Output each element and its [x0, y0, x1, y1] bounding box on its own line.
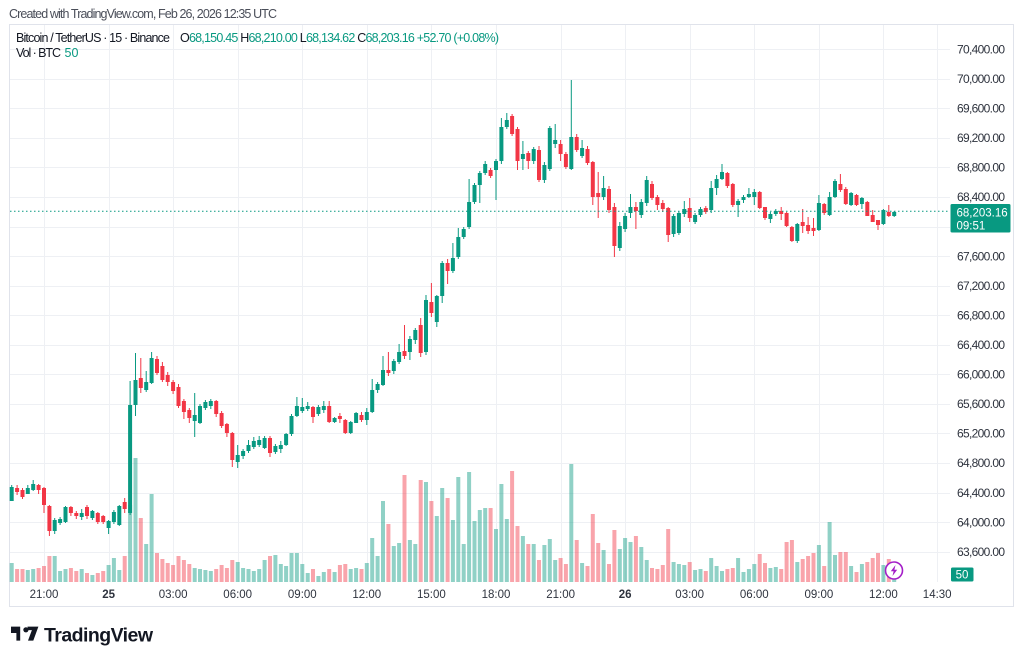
svg-text:25: 25 — [102, 589, 115, 601]
svg-text:21:00: 21:00 — [546, 589, 575, 601]
svg-text:15:00: 15:00 — [417, 589, 446, 601]
svg-text:69,600.00: 69,600.00 — [957, 102, 1005, 116]
svg-text:06:00: 06:00 — [223, 589, 252, 601]
svg-text:64,800.00: 64,800.00 — [957, 456, 1005, 470]
svg-text:21:00: 21:00 — [30, 589, 59, 601]
svg-text:66,800.00: 66,800.00 — [957, 308, 1005, 322]
svg-text:18:00: 18:00 — [482, 589, 511, 601]
svg-text:50: 50 — [65, 46, 79, 60]
svg-text:64,000.00: 64,000.00 — [957, 515, 1005, 529]
svg-text:68,800.00: 68,800.00 — [957, 161, 1005, 175]
svg-text:Bitcoin / TetherUS · 15 · Bina: Bitcoin / TetherUS · 15 · Binance — [16, 31, 170, 45]
svg-text:O68,150.45 H68,210.00 L68,134.: O68,150.45 H68,210.00 L68,134.62 C68,203… — [180, 31, 499, 45]
svg-text:68,400.00: 68,400.00 — [957, 190, 1005, 204]
svg-text:68,203.16: 68,203.16 — [957, 208, 1008, 220]
svg-text:69,200.00: 69,200.00 — [957, 131, 1005, 145]
svg-text:67,600.00: 67,600.00 — [957, 249, 1005, 263]
svg-text:14:30: 14:30 — [923, 589, 952, 601]
svg-text:67,200.00: 67,200.00 — [957, 279, 1005, 293]
svg-text:09:51: 09:51 — [957, 221, 986, 233]
svg-text:70,400.00: 70,400.00 — [957, 42, 1005, 56]
svg-text:66,400.00: 66,400.00 — [957, 338, 1005, 352]
svg-text:09:00: 09:00 — [288, 589, 317, 601]
svg-text:50: 50 — [956, 570, 969, 582]
svg-text:64,400.00: 64,400.00 — [957, 486, 1005, 500]
svg-text:65,200.00: 65,200.00 — [957, 427, 1005, 441]
svg-text:65,600.00: 65,600.00 — [957, 397, 1005, 411]
svg-text:06:00: 06:00 — [740, 589, 769, 601]
svg-text:TradingView: TradingView — [44, 625, 154, 647]
svg-text:Created with TradingView.com,: Created with TradingView.com, Feb 26, 20… — [9, 7, 277, 21]
svg-text:70,000.00: 70,000.00 — [957, 72, 1005, 86]
svg-text:12:00: 12:00 — [869, 589, 898, 601]
svg-text:03:00: 03:00 — [159, 589, 188, 601]
svg-text:26: 26 — [619, 589, 632, 601]
svg-text:09:00: 09:00 — [805, 589, 834, 601]
svg-text:03:00: 03:00 — [675, 589, 704, 601]
svg-text:63,600.00: 63,600.00 — [957, 545, 1005, 559]
svg-text:12:00: 12:00 — [352, 589, 381, 601]
svg-text:Vol · BTC: Vol · BTC — [16, 46, 61, 60]
svg-text:66,000.00: 66,000.00 — [957, 368, 1005, 382]
